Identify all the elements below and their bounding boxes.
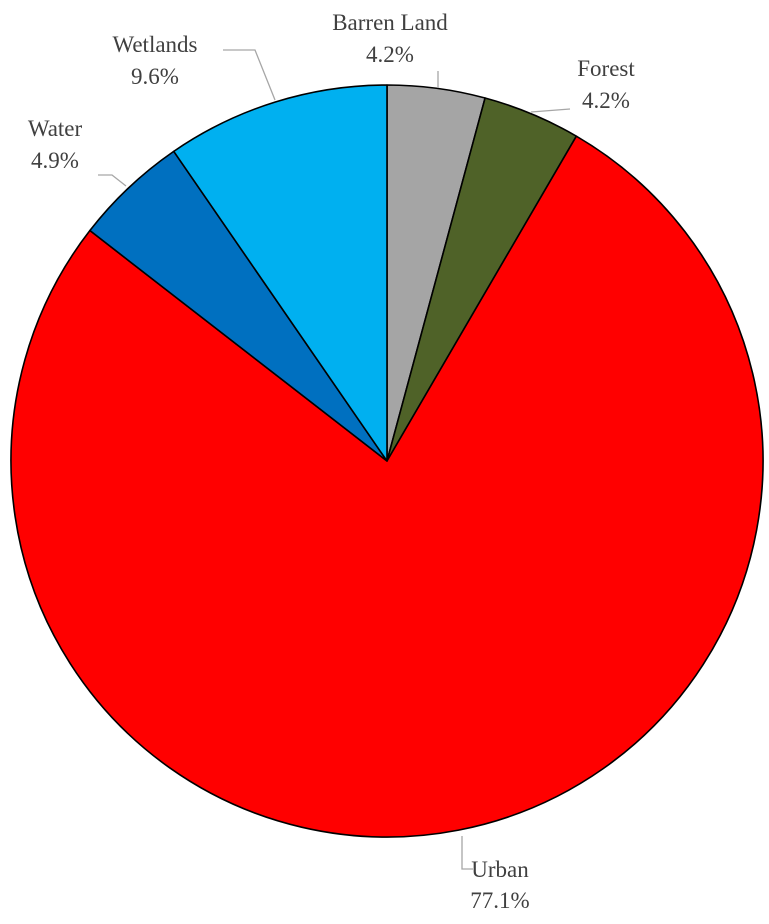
- pie-slices: [10, 84, 764, 838]
- pie-slice-wetlands: [172, 84, 388, 462]
- pie-slice-urban: [10, 135, 764, 838]
- slice-value-wetlands: 9.6%: [131, 64, 179, 89]
- slice-label-urban: Urban: [471, 857, 529, 882]
- slice-label-wetlands: Wetlands: [112, 32, 197, 57]
- leader-line-forest: [530, 108, 571, 113]
- slice-value-urban: 77.1%: [470, 888, 529, 913]
- slice-label-barren-land: Barren Land: [332, 10, 448, 35]
- leader-line-urban: [461, 836, 473, 870]
- slice-label-forest: Forest: [577, 56, 635, 81]
- data-labels: Barren Land 4.2% Forest 4.2% Urban 77.1% Water…: [28, 10, 636, 913]
- slice-value-barren-land: 4.2%: [366, 42, 414, 67]
- slice-value-water: 4.9%: [31, 148, 79, 173]
- leader-line-water: [98, 174, 127, 187]
- slice-label-water: Water: [28, 116, 83, 141]
- leader-lines: [98, 49, 571, 870]
- leader-line-wetlands: [223, 49, 276, 101]
- slice-value-forest: 4.2%: [582, 88, 630, 113]
